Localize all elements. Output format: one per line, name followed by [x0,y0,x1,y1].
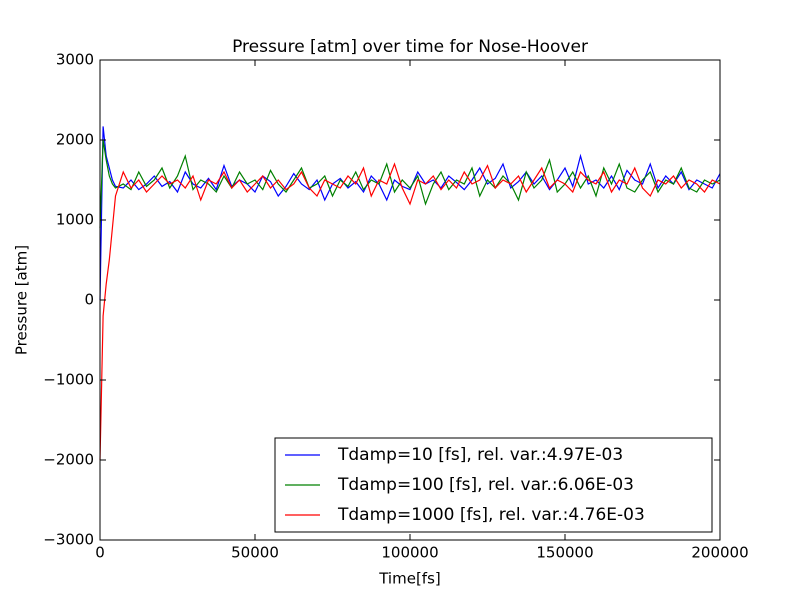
chart-title: Pressure [atm] over time for Nose-Hoover [232,37,588,57]
x-tick-label: 50000 [231,544,279,562]
legend-label: Tdamp=100 [fs], rel. var.:6.06E-03 [337,475,634,495]
y-tick-label: 3000 [56,51,94,69]
y-tick-label: 1000 [56,211,94,229]
legend-label: Tdamp=10 [fs], rel. var.:4.97E-03 [337,445,623,465]
data-line [99,126,721,301]
y-tick-label: 0 [84,291,94,309]
y-tick-label: −3000 [43,531,94,549]
x-tick-label: 150000 [536,544,593,562]
y-tick-label: −2000 [43,451,94,469]
y-tick-label: 2000 [56,131,94,149]
legend-box [274,437,713,533]
x-tick-label: 100000 [381,544,438,562]
y-tick-label: −1000 [43,371,94,389]
x-tick-label: 0 [95,544,105,562]
y-axis-label: Pressure [atm] [13,245,31,355]
x-tick-label: 200000 [691,544,748,562]
x-axis-label: Time[fs] [378,570,441,588]
legend-label: Tdamp=1000 [fs], rel. var.:4.76E-03 [337,505,645,525]
data-line [99,139,721,229]
data-line [99,162,721,461]
